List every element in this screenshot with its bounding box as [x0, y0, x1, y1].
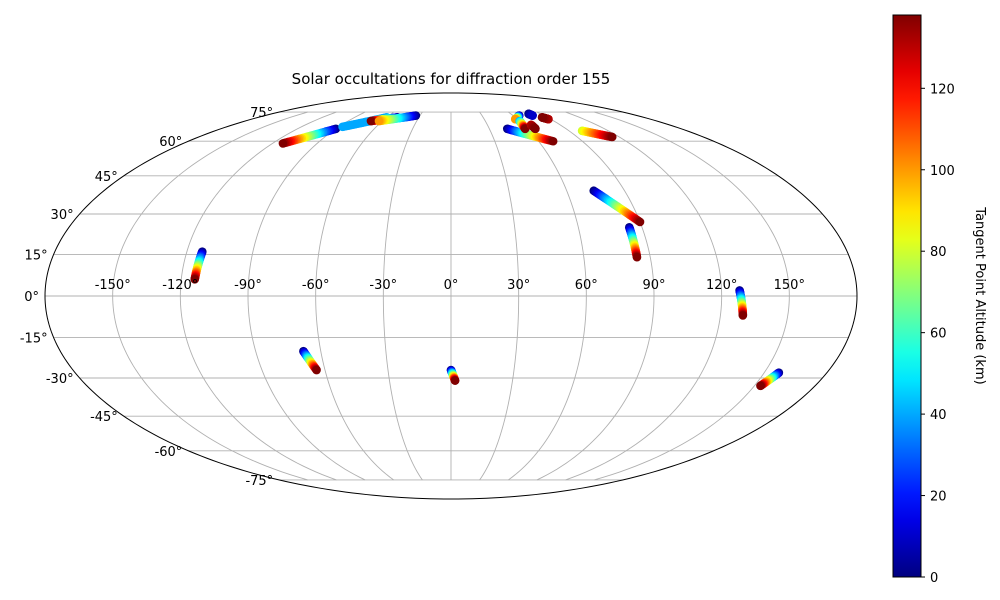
lon-gridline	[247, 111, 366, 481]
lon-tick-label: -150°	[95, 278, 131, 293]
occultation-point	[635, 217, 645, 227]
lat-tick-label: -30°	[46, 372, 74, 387]
occultation-track	[526, 120, 540, 134]
occultation-point	[537, 113, 547, 122]
occultation-track	[756, 368, 784, 391]
lon-tick-label: 0°	[444, 278, 459, 293]
occultation-track	[577, 126, 617, 142]
occultation-point	[607, 132, 617, 142]
lon-tick-label: -30°	[369, 278, 397, 293]
lon-gridline	[315, 111, 394, 481]
occultation-point	[312, 365, 321, 375]
occultation-point	[548, 136, 558, 146]
colorbar-tick-label: 0	[930, 571, 938, 586]
lon-tick-labels: -150° -120° -90° -60° -30° 0° 30° 60° 90° 120° 150…	[95, 278, 805, 293]
occultation-point	[366, 116, 376, 126]
lat-tick-label: 30°	[51, 208, 74, 223]
colorbar-ticks: 0 20 40 60 80 100 120	[921, 82, 955, 586]
occultation-track	[624, 222, 642, 262]
occultation-track	[502, 124, 558, 146]
occultation-track	[374, 111, 421, 126]
lon-gridline	[112, 111, 308, 481]
occultation-point	[450, 376, 460, 385]
occultation-track	[446, 365, 460, 385]
lon-tick-label: 90°	[642, 278, 665, 293]
lat-tick-label: 15°	[25, 248, 48, 263]
occultation-track	[589, 186, 645, 227]
lat-tick-labels: -75° -60° -45° -30° -15° 0° 15° 30° 45° 60° 75°	[20, 106, 273, 489]
colorbar-gradient	[893, 15, 921, 577]
occultation-track	[537, 113, 553, 124]
colorbar-tick-label: 60	[930, 327, 947, 342]
occultation-track	[190, 247, 207, 284]
lon-tick-label: -120°	[162, 278, 198, 293]
occultation-point	[374, 116, 384, 126]
lon-tick-label: 120°	[706, 278, 737, 293]
occultation-point	[338, 122, 347, 132]
lon-tick-label: 30°	[507, 278, 530, 293]
lat-tick-label: -15°	[20, 332, 48, 347]
occultation-point	[528, 111, 537, 120]
chart-title: Solar occultations for diffraction order…	[292, 70, 611, 88]
lon-tick-label: 150°	[774, 278, 805, 293]
lon-tick-label: -90°	[234, 278, 262, 293]
lon-tick-label: -60°	[302, 278, 330, 293]
colorbar-tick-label: 40	[930, 408, 947, 423]
colorbar-tick-label: 20	[930, 490, 947, 505]
occultation-point	[278, 139, 288, 148]
lat-tick-label: 60°	[159, 135, 182, 150]
occultation-points	[190, 109, 784, 391]
lon-gridline	[536, 111, 655, 481]
lat-tick-label: -75°	[245, 474, 273, 489]
occultation-track	[278, 124, 341, 148]
colorbar-frame	[892, 14, 922, 578]
map-grid	[45, 111, 857, 481]
lon-gridline	[479, 111, 520, 481]
occultation-track	[524, 109, 537, 120]
occultation-point	[190, 275, 200, 284]
occultation-track	[735, 286, 748, 320]
lon-gridline	[382, 111, 423, 481]
lon-gridline	[179, 111, 337, 481]
occultation-point	[738, 311, 748, 320]
colorbar-tick-label: 100	[930, 164, 955, 179]
occultation-point	[632, 252, 642, 262]
lon-tick-label: 60°	[575, 278, 598, 293]
colorbar-tick-label: 80	[930, 245, 947, 260]
lat-tick-label: 45°	[95, 170, 118, 185]
colorbar-tick-label: 120	[930, 82, 955, 97]
lon-gridline	[508, 111, 587, 481]
occultation-point	[531, 124, 540, 134]
colorbar-label: Tangent Point Altitude (km)	[972, 206, 987, 384]
map-boundary	[44, 92, 858, 500]
colorbar: 0 20 40 60 80 100 120 Tangent Point Altitude (…	[892, 14, 987, 586]
lon-gridline	[594, 111, 790, 481]
lat-tick-label: 75°	[250, 106, 273, 121]
lat-tick-label: -60°	[155, 445, 183, 460]
lat-tick-label: -45°	[90, 410, 118, 425]
occultation-point	[756, 381, 765, 391]
lat-tick-label: 0°	[24, 290, 39, 305]
lon-gridline	[565, 111, 723, 481]
occultation-track	[299, 346, 321, 375]
